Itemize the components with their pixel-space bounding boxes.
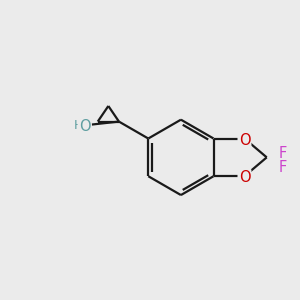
Text: H: H <box>74 119 84 132</box>
Text: O: O <box>239 170 250 185</box>
Text: F: F <box>279 160 287 175</box>
Text: O: O <box>239 133 250 148</box>
Text: H: H <box>76 118 87 134</box>
Text: O: O <box>79 118 90 134</box>
Text: F: F <box>279 146 287 161</box>
